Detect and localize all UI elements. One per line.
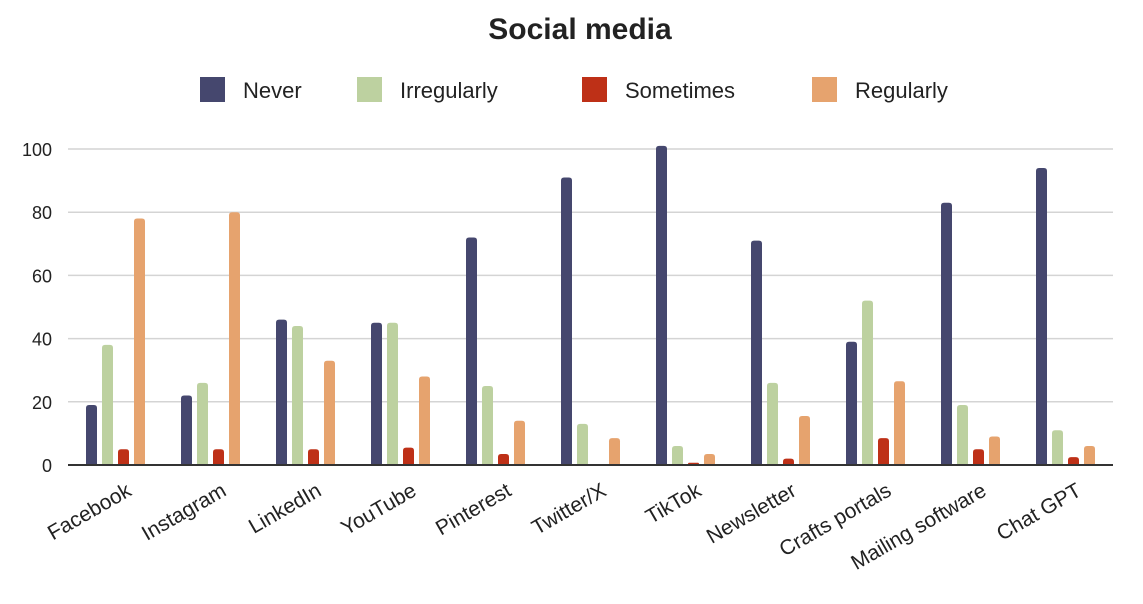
bar-regularly xyxy=(704,454,715,465)
x-tick-label: LinkedIn xyxy=(245,479,325,539)
y-tick-label: 100 xyxy=(22,140,52,160)
bar-sometimes xyxy=(878,438,889,465)
bar-regularly xyxy=(324,361,335,465)
bar-never xyxy=(466,237,477,465)
legend-swatch xyxy=(812,77,837,102)
legend-item-regularly: Regularly xyxy=(812,77,948,103)
bar-never xyxy=(656,146,667,465)
bar-regularly xyxy=(134,219,145,465)
x-tick-label: Chat GPT xyxy=(993,479,1086,546)
bar-irregularly xyxy=(482,386,493,465)
x-tick-label: Facebook xyxy=(44,479,136,545)
x-tick-label: YouTube xyxy=(337,479,420,540)
bar-regularly xyxy=(514,421,525,465)
bar-sometimes xyxy=(308,449,319,465)
legend-label: Regularly xyxy=(855,78,948,103)
chart-title: Social media xyxy=(488,13,672,46)
bar-regularly xyxy=(229,212,240,465)
legend-swatch xyxy=(582,77,607,102)
legend-swatch xyxy=(200,77,225,102)
bar-never xyxy=(846,342,857,465)
legend-item-irregularly: Irregularly xyxy=(357,77,498,103)
x-tick-label: Twitter/X xyxy=(528,479,610,540)
legend-label: Sometimes xyxy=(625,78,735,103)
bar-regularly xyxy=(799,416,810,465)
y-tick-label: 40 xyxy=(32,330,52,350)
bar-regularly xyxy=(419,377,430,465)
y-tick-label: 80 xyxy=(32,203,52,223)
bar-irregularly xyxy=(102,345,113,465)
bar-never xyxy=(86,405,97,465)
y-tick-label: 60 xyxy=(32,266,52,286)
bar-never xyxy=(1036,168,1047,465)
bar-never xyxy=(941,203,952,465)
legend: Never Irregularly Sometimes Regularly xyxy=(200,77,948,103)
bar-irregularly xyxy=(577,424,588,465)
bar-irregularly xyxy=(387,323,398,465)
bar-sometimes xyxy=(403,448,414,465)
y-tick-label: 20 xyxy=(32,393,52,413)
bar-regularly xyxy=(1084,446,1095,465)
bar-irregularly xyxy=(1052,430,1063,465)
bar-never xyxy=(751,241,762,465)
legend-label: Irregularly xyxy=(400,78,498,103)
bar-sometimes xyxy=(213,449,224,465)
bar-sometimes xyxy=(118,449,129,465)
bar-sometimes xyxy=(498,454,509,465)
y-tick-label: 0 xyxy=(42,456,52,476)
legend-label: Never xyxy=(243,78,302,103)
bar-irregularly xyxy=(862,301,873,465)
bar-irregularly xyxy=(672,446,683,465)
bar-regularly xyxy=(609,438,620,465)
bar-regularly xyxy=(989,437,1000,465)
bar-regularly xyxy=(894,381,905,465)
x-tick-label: TikTok xyxy=(642,479,706,529)
legend-item-never: Never xyxy=(200,77,302,103)
bar-irregularly xyxy=(197,383,208,465)
bar-sometimes xyxy=(973,449,984,465)
gridlines xyxy=(68,149,1113,402)
x-tick-label: Instagram xyxy=(138,479,230,546)
y-axis-ticks: 0 20 40 60 80 100 xyxy=(22,140,52,476)
bar-irregularly xyxy=(957,405,968,465)
legend-swatch xyxy=(357,77,382,102)
x-axis-labels: Facebook Instagram LinkedIn YouTube Pinteres… xyxy=(44,479,1086,575)
x-tick-label: Pinterest xyxy=(432,479,515,540)
bar-never xyxy=(561,177,572,465)
bar-sometimes xyxy=(1068,457,1079,465)
bars xyxy=(86,146,1095,465)
bar-never xyxy=(181,395,192,465)
bar-irregularly xyxy=(767,383,778,465)
legend-item-sometimes: Sometimes xyxy=(582,77,735,103)
bar-never xyxy=(371,323,382,465)
bar-never xyxy=(276,320,287,465)
bar-irregularly xyxy=(292,326,303,465)
